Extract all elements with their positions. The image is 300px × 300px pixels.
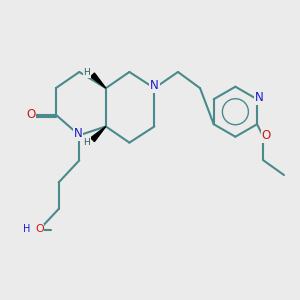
- Polygon shape: [91, 73, 106, 88]
- Polygon shape: [91, 126, 106, 142]
- Text: H: H: [83, 138, 90, 147]
- Text: O: O: [262, 129, 271, 142]
- Text: O: O: [35, 224, 44, 235]
- Text: H: H: [83, 68, 90, 77]
- Text: N: N: [150, 79, 159, 92]
- Text: O: O: [26, 108, 35, 121]
- Text: H: H: [23, 224, 31, 235]
- Text: N: N: [74, 127, 82, 140]
- Text: N: N: [255, 91, 264, 104]
